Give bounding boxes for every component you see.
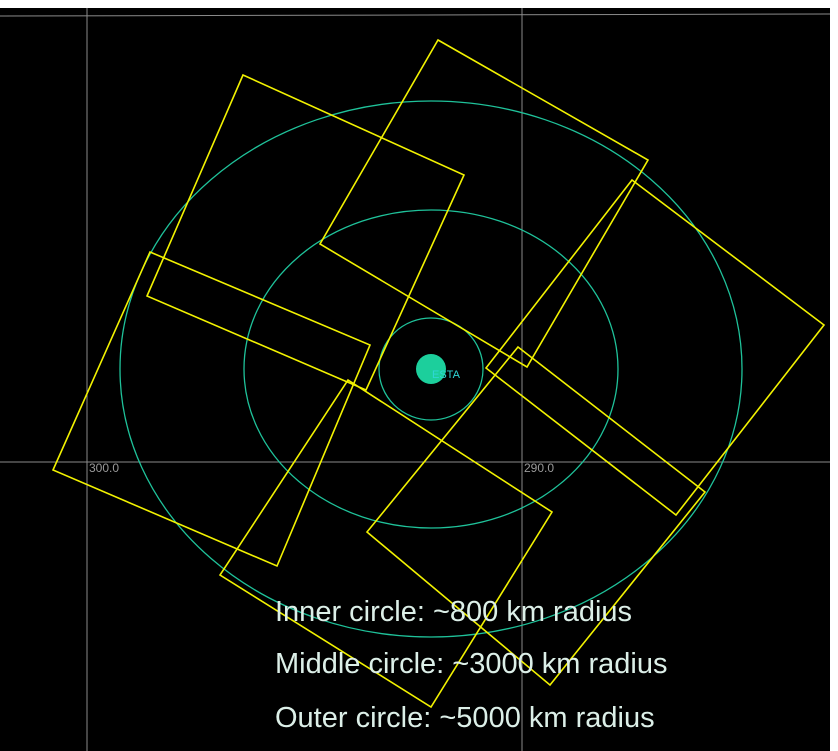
station-label: ESTA [432, 369, 461, 381]
map-background [0, 8, 830, 751]
swath [51, 250, 372, 568]
grid-label: 300.0 [89, 461, 119, 475]
annotation: Outer circle: ~5000 km radius [275, 702, 655, 734]
station-marker [416, 354, 446, 384]
swath [318, 38, 650, 369]
swath [484, 178, 826, 517]
annotation: Inner circle: ~800 km radius [275, 596, 632, 628]
swath [145, 73, 466, 392]
inner-circle [378, 317, 484, 421]
annotation: Middle circle: ~3000 km radius [275, 648, 667, 680]
middle-circle [243, 209, 619, 529]
grid-line [0, 13, 831, 17]
outer-circle [119, 100, 743, 638]
grid-label: 290.0 [524, 461, 554, 475]
swath [365, 345, 707, 687]
swath [218, 378, 554, 709]
